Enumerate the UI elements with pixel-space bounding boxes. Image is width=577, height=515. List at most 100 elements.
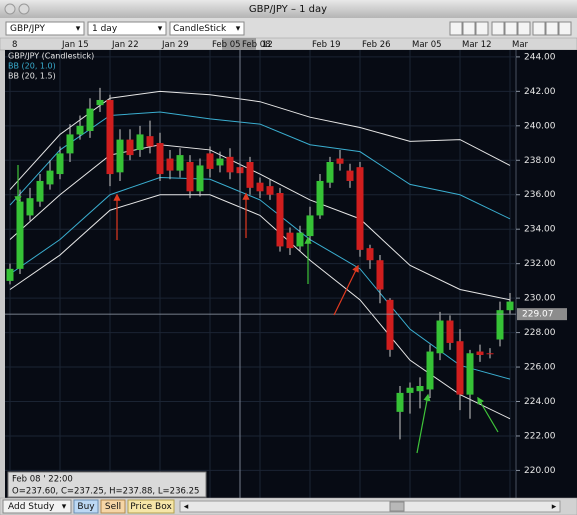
window-button[interactable] xyxy=(18,3,30,15)
y-tick-label: 244.00 xyxy=(524,52,556,62)
date-highlight xyxy=(222,38,256,50)
candle-body xyxy=(466,353,474,395)
svg-text:◂: ◂ xyxy=(184,502,189,512)
candle-body xyxy=(386,299,394,350)
price-box-button[interactable]: Price Box xyxy=(127,499,175,514)
candle-body xyxy=(486,353,494,355)
candle-body xyxy=(36,180,44,202)
dropdown-arrow: ▾ xyxy=(236,24,241,34)
candle-body xyxy=(156,143,164,175)
candle-body xyxy=(186,162,194,192)
x-tick-label: Jan 15 xyxy=(61,40,89,50)
candle-body xyxy=(216,158,224,166)
candle-body xyxy=(66,134,74,154)
x-tick-label: Feb 05 xyxy=(212,40,241,50)
x-tick-label: Mar 05 xyxy=(412,40,442,50)
y-tick-label: 236.00 xyxy=(524,190,556,200)
button-label: Sell xyxy=(105,502,121,512)
band-line xyxy=(9,177,511,380)
candle-body xyxy=(476,351,484,355)
candle-body xyxy=(196,165,204,192)
candle-body xyxy=(116,139,124,173)
candle-body xyxy=(376,260,384,290)
candle-body xyxy=(46,170,54,185)
candle-body xyxy=(56,153,64,175)
x-tick-label: Feb 19 xyxy=(312,40,341,50)
period-dropdown[interactable]: 1 day ▾ xyxy=(87,21,167,36)
candle-body xyxy=(426,351,434,390)
x-tick-label: Feb 26 xyxy=(362,40,391,50)
candle-body xyxy=(436,320,444,354)
legend-entry: GBP/JPY (Candlestick) xyxy=(8,52,94,61)
button-label: Buy xyxy=(77,502,95,512)
candle-body xyxy=(356,167,364,250)
y-tick-label: 230.00 xyxy=(524,294,556,304)
sell-button[interactable]: Sell xyxy=(100,499,126,514)
last-price-box xyxy=(517,308,567,321)
legend-entry: BB (20, 1.0) xyxy=(8,62,56,71)
toolbar-icons[interactable] xyxy=(449,21,572,36)
candle-body xyxy=(6,268,14,281)
y-tick-label: 222.00 xyxy=(524,431,556,441)
dropdown-arrow: ▾ xyxy=(76,24,81,34)
candle-body xyxy=(146,136,154,147)
candle-body xyxy=(166,158,174,171)
y-tick-label: 224.00 xyxy=(524,397,556,407)
button-label: Price Box xyxy=(130,502,172,512)
candle-body xyxy=(336,158,344,164)
candle-body xyxy=(396,392,404,412)
legend-entry: BB (20, 1.5) xyxy=(8,72,56,81)
info-time: Feb 08 ' 22:00 xyxy=(12,475,73,485)
dropdown-text: 1 day xyxy=(92,24,118,34)
button-label: Add Study xyxy=(8,502,55,512)
candle-body xyxy=(106,99,114,175)
x-tick-label: 8 xyxy=(12,40,17,50)
y-tick-label: 226.00 xyxy=(524,363,556,373)
svg-text:▸: ▸ xyxy=(552,502,557,512)
candle-body xyxy=(76,125,84,135)
dropdown-text: GBP/JPY xyxy=(10,24,45,34)
candle-body xyxy=(256,182,264,192)
candle-body xyxy=(276,193,284,247)
symbol-dropdown[interactable]: GBP/JPY ▾ xyxy=(5,21,85,36)
dropdown-text: CandleStick xyxy=(173,24,227,34)
window-button[interactable] xyxy=(4,3,16,15)
add-study-button[interactable]: Add Study ▾ xyxy=(2,499,72,514)
candle-body xyxy=(496,310,504,340)
info-box xyxy=(7,471,207,498)
y-tick-label: 240.00 xyxy=(524,121,556,131)
dropdown-arrow: ▾ xyxy=(158,24,163,34)
y-tick-label: 228.00 xyxy=(524,328,556,338)
candle-body xyxy=(266,186,274,195)
candle-body xyxy=(316,180,324,216)
x-tick-label: Mar xyxy=(512,40,529,50)
candle-body xyxy=(296,232,304,247)
candle-body xyxy=(246,162,254,188)
candle-body xyxy=(16,201,24,269)
candle-body xyxy=(366,248,374,261)
y-tick-label: 238.00 xyxy=(524,156,556,166)
last-price-label: 229.07 xyxy=(522,310,554,320)
price-axis xyxy=(516,50,577,498)
y-tick-label: 242.00 xyxy=(524,87,556,97)
buy-button[interactable]: Buy xyxy=(73,499,99,514)
candle-body xyxy=(286,232,294,249)
candle-body xyxy=(346,170,354,181)
y-tick-label: 220.00 xyxy=(524,466,556,476)
title-bar xyxy=(0,0,577,18)
button-arrow: ▾ xyxy=(62,502,67,512)
scrollbar[interactable]: ◂ ▸ xyxy=(179,500,561,513)
band-line xyxy=(9,144,511,301)
candle-body xyxy=(326,162,334,183)
candle-body xyxy=(26,198,34,216)
candle-body xyxy=(416,386,424,392)
candle-body xyxy=(86,108,94,131)
style-dropdown[interactable]: CandleStick ▾ xyxy=(169,21,245,36)
candle-body xyxy=(206,153,214,169)
candle-body xyxy=(456,341,464,395)
x-tick-label: 12 xyxy=(262,40,273,50)
candle-body xyxy=(126,139,134,156)
window-title: GBP/JPY – 1 day xyxy=(249,4,327,15)
annotations xyxy=(14,165,499,454)
